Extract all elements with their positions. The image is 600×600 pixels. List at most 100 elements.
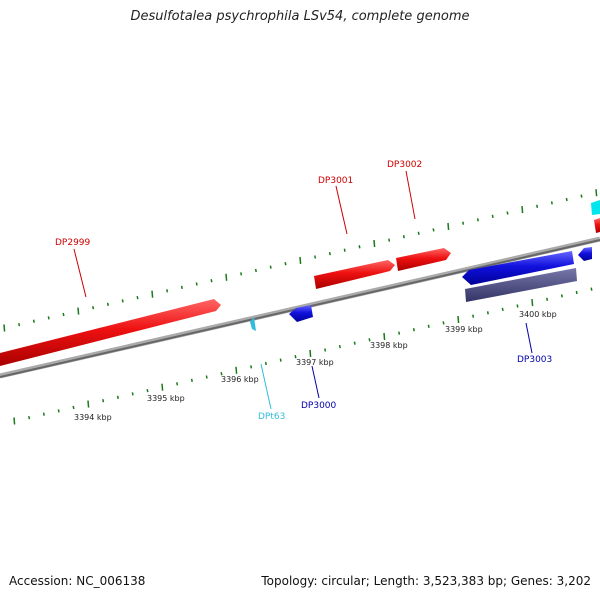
outer-tick-mark: [373, 239, 376, 248]
inner-tick-mark: [575, 290, 578, 295]
outer-tick-mark: [18, 322, 21, 327]
map-title: Desulfotalea psychrophila LSv54, complet…: [130, 9, 470, 24]
inner-tick-mark: [427, 324, 430, 328]
inner-tick-mark: [42, 412, 45, 416]
outer-tick-mark: [225, 273, 228, 281]
inner-tick-mark: [205, 375, 208, 379]
inner-tick-mark: [116, 395, 119, 399]
gene-edge-red[interactable]: [594, 218, 600, 233]
cds-dark-bar[interactable]: [465, 268, 577, 302]
outer-tick-ring: [3, 189, 598, 332]
inner-tick-mark: [235, 366, 238, 374]
inner-tick-mark: [294, 355, 297, 359]
outer-tick-mark: [32, 319, 35, 323]
accession-text: Accession: NC_006138: [9, 574, 146, 588]
outer-tick-mark: [314, 255, 317, 259]
outer-tick-mark: [343, 248, 346, 252]
outer-tick-mark: [491, 214, 494, 219]
outer-tick-mark: [62, 312, 65, 317]
label-dp3001: DP3001: [318, 176, 353, 186]
outer-tick-mark: [151, 290, 154, 298]
cyan-feature[interactable]: [591, 200, 600, 215]
outer-tick-mark: [580, 194, 583, 198]
inner-tick-mark: [472, 314, 475, 318]
inner-tick-mark: [442, 321, 445, 325]
gene-dp3002-arrow[interactable]: [396, 248, 451, 271]
inner-tick-mark: [338, 344, 341, 349]
gene-small-blue-arrow[interactable]: [578, 247, 592, 261]
gene-dp3003-arrow[interactable]: [462, 251, 574, 285]
inner-tick-mark: [13, 417, 16, 425]
inner-tick-mark: [590, 287, 593, 291]
inner-tick-mark: [72, 405, 75, 410]
inner-tick-mark: [398, 331, 401, 335]
gene-dp3000-arrow[interactable]: [289, 305, 313, 322]
inner-tick-mark: [324, 348, 327, 352]
outer-tick-mark: [565, 197, 568, 202]
inner-tick-mark: [412, 328, 415, 332]
inner-tick-mark: [28, 415, 31, 420]
outer-tick-mark: [240, 272, 243, 276]
inner-tick-mark: [531, 299, 534, 307]
outer-tick-mark: [284, 262, 287, 266]
outer-tick-mark: [180, 285, 183, 290]
outer-tick-mark: [136, 295, 139, 300]
gene-dp3001-arrow[interactable]: [314, 260, 395, 289]
outer-tick-mark: [506, 211, 509, 215]
outer-tick-mark: [417, 231, 420, 235]
outer-tick-mark: [195, 282, 198, 286]
inner-tick-mark: [102, 399, 105, 403]
label-dp3003: DP3003: [517, 355, 552, 365]
scale-label-3400: 3400 kbp: [519, 310, 557, 319]
scale-label-3398: 3398 kbp: [370, 341, 408, 350]
outer-tick-mark: [358, 245, 361, 249]
outer-tick-mark: [254, 268, 257, 273]
inner-tick-mark: [220, 372, 223, 376]
leader-dp3003: [525, 322, 533, 354]
outer-tick-mark: [3, 324, 6, 332]
inner-tick-mark: [250, 365, 253, 369]
outer-tick-mark: [328, 251, 331, 256]
inner-tick-mark: [176, 382, 179, 386]
outer-tick-mark: [166, 289, 169, 293]
inner-tick-mark: [57, 409, 60, 413]
inner-tick-mark: [486, 311, 489, 315]
outer-tick-mark: [536, 204, 539, 208]
outer-tick-mark: [92, 306, 95, 310]
inner-tick-mark: [383, 332, 386, 341]
trna-dpt63-arrow[interactable]: [250, 317, 256, 331]
scale-label-3396: 3396 kbp: [221, 375, 259, 384]
outer-tick-mark: [476, 218, 479, 222]
leader-dp3002: [405, 170, 416, 220]
outer-tick-mark: [106, 302, 109, 306]
outer-tick-mark: [447, 222, 450, 231]
inner-tick-mark: [309, 349, 312, 357]
gene-dp2999-arrow[interactable]: [0, 299, 221, 366]
outer-tick-mark: [121, 299, 124, 303]
inner-tick-mark: [353, 341, 356, 345]
inner-tick-mark: [516, 304, 519, 308]
outer-tick-mark: [432, 228, 435, 232]
outer-tick-mark: [550, 201, 553, 205]
inner-tick-mark: [546, 297, 549, 301]
leader-dp3001: [335, 185, 348, 235]
outer-tick-mark: [402, 235, 405, 239]
inner-tick-ring: [13, 287, 593, 425]
scale-label-3397: 3397 kbp: [296, 358, 334, 367]
inner-tick-mark: [279, 358, 282, 362]
leader-dp2999: [73, 248, 87, 298]
inner-tick-mark: [264, 361, 267, 366]
inner-tick-mark: [87, 400, 90, 408]
scale-label-3394: 3394 kbp: [74, 413, 112, 422]
inner-tick-mark: [190, 378, 193, 383]
outer-tick-mark: [462, 221, 465, 225]
scale-label-3395: 3395 kbp: [147, 394, 185, 403]
inner-tick-mark: [560, 294, 563, 298]
label-dpt63: DPt63: [258, 412, 285, 422]
scale-label-3399: 3399 kbp: [445, 325, 483, 334]
label-dp3000: DP3000: [301, 401, 337, 411]
outer-tick-mark: [595, 189, 598, 197]
inner-tick-mark: [161, 383, 164, 391]
inner-tick-mark: [501, 307, 504, 312]
